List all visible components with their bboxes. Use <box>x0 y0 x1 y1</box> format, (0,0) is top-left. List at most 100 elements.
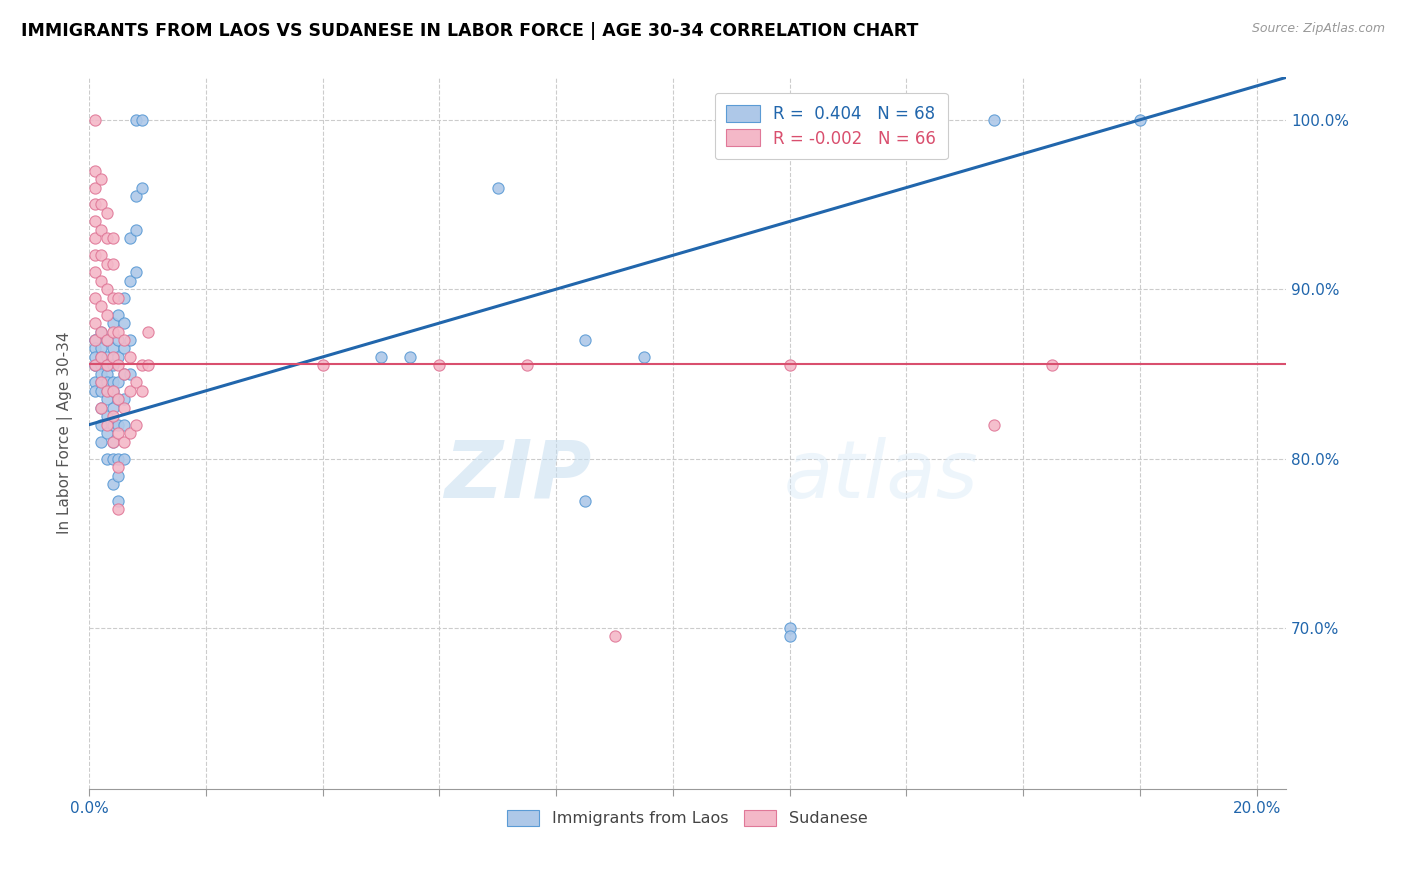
Point <box>84 231 107 245</box>
Point <box>107 308 129 322</box>
Point <box>101 477 124 491</box>
Point <box>101 325 124 339</box>
Point <box>90 401 112 415</box>
Point <box>107 392 129 407</box>
Point <box>84 342 107 356</box>
Point <box>633 350 655 364</box>
Point <box>96 231 118 245</box>
Point <box>107 291 129 305</box>
Point <box>90 342 112 356</box>
Point <box>112 434 135 449</box>
Point <box>84 291 107 305</box>
Point <box>90 350 112 364</box>
Text: Source: ZipAtlas.com: Source: ZipAtlas.com <box>1251 22 1385 36</box>
Point <box>84 350 107 364</box>
Point <box>131 359 153 373</box>
Point <box>125 223 148 237</box>
Point <box>96 257 118 271</box>
Legend: Immigrants from Laos, Sudanese: Immigrants from Laos, Sudanese <box>499 802 876 834</box>
Point <box>90 299 112 313</box>
Point <box>101 342 124 356</box>
Point <box>84 214 107 228</box>
Point <box>101 376 124 390</box>
Point <box>118 426 141 441</box>
Point <box>96 308 118 322</box>
Point <box>101 316 124 330</box>
Point <box>112 451 135 466</box>
Point <box>90 248 112 262</box>
Point <box>136 359 159 373</box>
Point <box>90 197 112 211</box>
Point <box>96 392 118 407</box>
Point <box>112 291 135 305</box>
Point <box>84 333 107 347</box>
Point <box>131 112 153 127</box>
Point <box>96 367 118 381</box>
Point <box>101 359 124 373</box>
Point <box>96 384 118 398</box>
Point <box>84 359 107 373</box>
Point <box>84 248 107 262</box>
Point <box>983 112 1005 127</box>
Point <box>96 417 118 432</box>
Point <box>101 384 124 398</box>
Point <box>90 367 112 381</box>
Point <box>118 274 141 288</box>
Point <box>107 451 129 466</box>
Point <box>90 359 112 373</box>
Point <box>779 621 801 635</box>
Point <box>101 434 124 449</box>
Point <box>112 367 135 381</box>
Point <box>107 468 129 483</box>
Point <box>1042 359 1064 373</box>
Point <box>107 460 129 475</box>
Point <box>125 265 148 279</box>
Point <box>107 494 129 508</box>
Point <box>107 502 129 516</box>
Point <box>107 417 129 432</box>
Point <box>125 417 148 432</box>
Point <box>516 359 538 373</box>
Point <box>118 333 141 347</box>
Text: IMMIGRANTS FROM LAOS VS SUDANESE IN LABOR FORCE | AGE 30-34 CORRELATION CHART: IMMIGRANTS FROM LAOS VS SUDANESE IN LABO… <box>21 22 918 40</box>
Point <box>112 367 135 381</box>
Point <box>101 231 124 245</box>
Point <box>574 494 596 508</box>
Point <box>112 417 135 432</box>
Y-axis label: In Labor Force | Age 30-34: In Labor Force | Age 30-34 <box>58 332 73 534</box>
Point <box>118 350 141 364</box>
Point <box>779 629 801 643</box>
Point <box>96 333 118 347</box>
Point <box>90 325 112 339</box>
Point <box>112 401 135 415</box>
Point <box>107 426 129 441</box>
Point <box>101 417 124 432</box>
Point <box>90 376 112 390</box>
Point <box>96 282 118 296</box>
Point <box>1129 112 1152 127</box>
Point <box>96 409 118 424</box>
Point <box>84 112 107 127</box>
Point <box>96 350 118 364</box>
Text: atlas: atlas <box>783 437 979 515</box>
Point <box>96 206 118 220</box>
Point <box>112 342 135 356</box>
Point <box>84 333 107 347</box>
Point <box>90 274 112 288</box>
Point <box>84 359 107 373</box>
Point <box>112 392 135 407</box>
Point <box>101 350 124 364</box>
Point <box>84 359 107 373</box>
Point <box>96 426 118 441</box>
Point <box>486 180 509 194</box>
Point <box>779 359 801 373</box>
Point <box>101 291 124 305</box>
Point <box>107 325 129 339</box>
Point <box>101 451 124 466</box>
Point <box>118 367 141 381</box>
Point <box>125 189 148 203</box>
Point <box>136 325 159 339</box>
Point <box>96 451 118 466</box>
Point <box>107 392 129 407</box>
Point <box>84 333 107 347</box>
